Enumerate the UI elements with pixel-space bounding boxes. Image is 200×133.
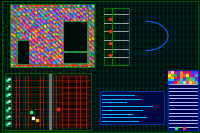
- Bar: [60, 76, 88, 128]
- Bar: [168, 70, 198, 130]
- Bar: [5, 73, 91, 130]
- Bar: [6, 77, 11, 82]
- Bar: [17, 40, 29, 64]
- Bar: [16, 7, 88, 64]
- Bar: [6, 113, 11, 119]
- Bar: [6, 106, 11, 112]
- Bar: [6, 92, 11, 97]
- Bar: [6, 121, 11, 126]
- Bar: [63, 52, 87, 63]
- Bar: [6, 99, 11, 104]
- Bar: [112, 8, 129, 65]
- Bar: [6, 84, 11, 90]
- Bar: [100, 91, 164, 124]
- Bar: [104, 8, 112, 65]
- Bar: [10, 4, 94, 66]
- Bar: [63, 21, 87, 51]
